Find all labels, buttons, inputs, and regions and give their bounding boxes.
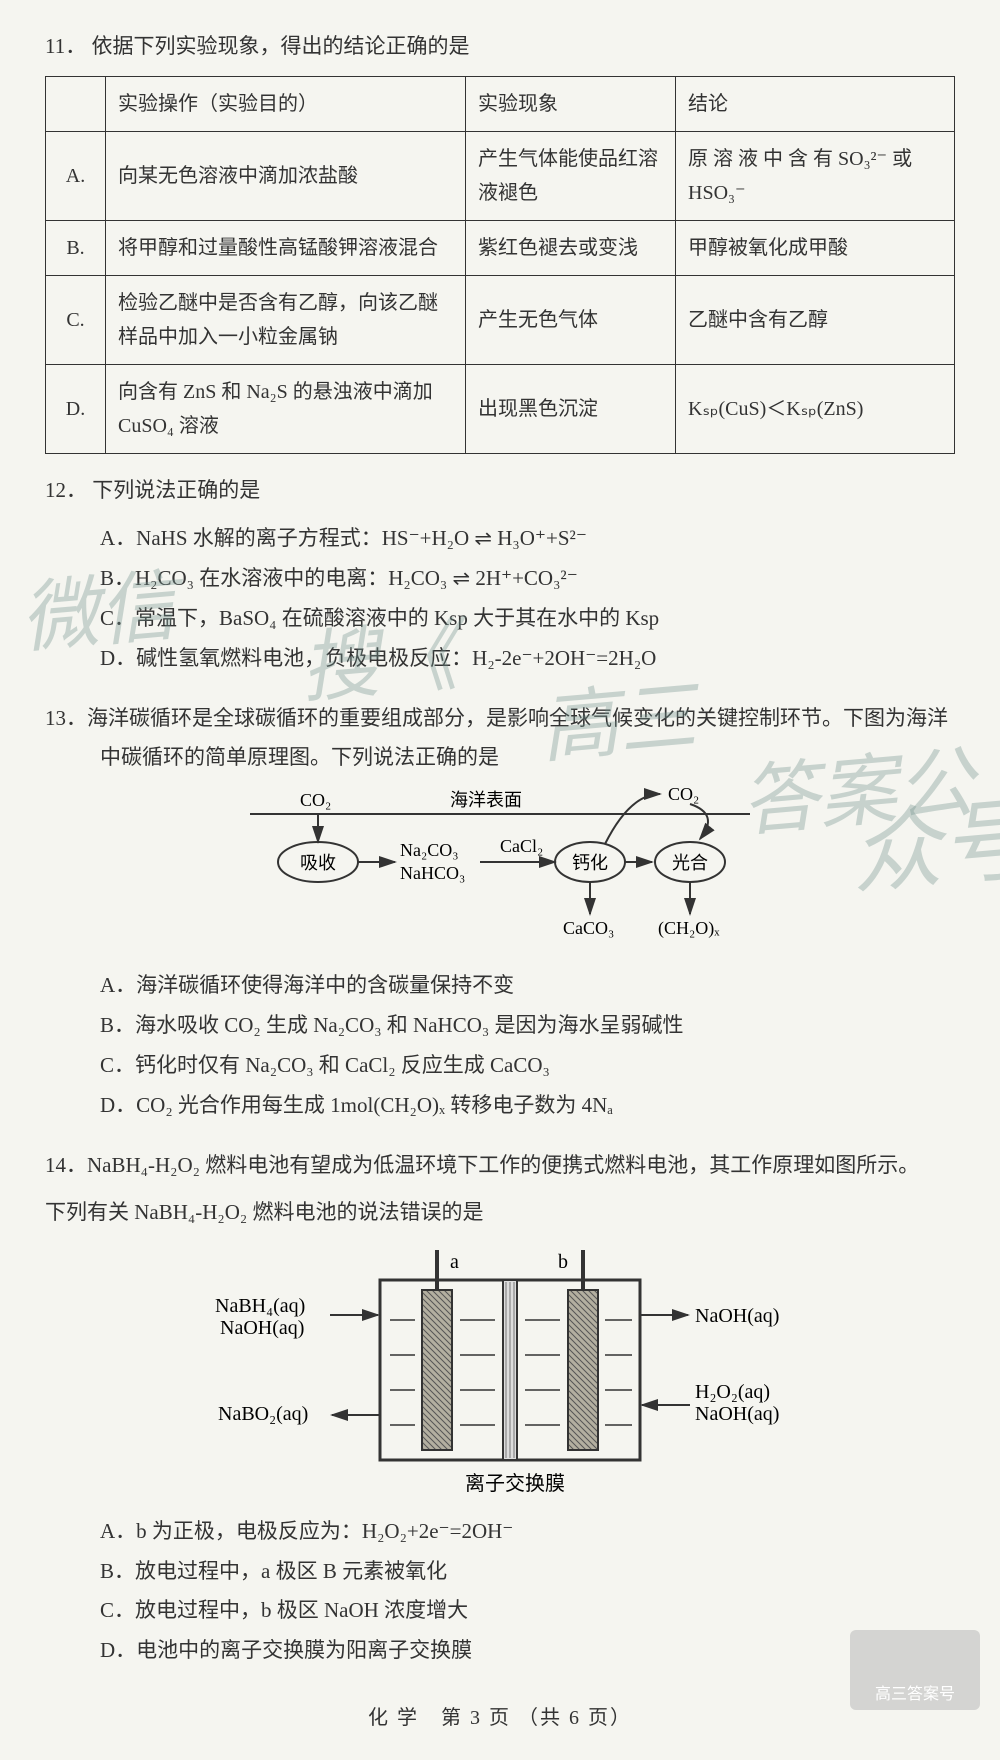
question-11-table: 实验操作（实验目的） 实验现象 结论 A. 向某无色溶液中滴加浓盐酸 产生气体能…	[45, 76, 955, 454]
right-mid2-label: NaOH(aq)	[695, 1403, 779, 1425]
question-14-options: A．b 为正极，电极反应为：H₂O₂+2e⁻=2OH⁻ B．放电过程中，a 极区…	[45, 1512, 955, 1672]
q14-diagram: a b NaBH₄(aq) NaOH(aq) NaBO₂(	[45, 1240, 955, 1500]
cacl2-label: CaCl₂	[500, 836, 543, 856]
page-footer: 化 学 第 3 页 （共 6 页）	[45, 1701, 955, 1730]
right-in-label: NaOH(aq)	[695, 1305, 779, 1327]
table-row: A. 向某无色溶液中滴加浓盐酸 产生气体能使品红溶液褪色 原 溶 液 中 含 有…	[46, 131, 955, 220]
table-header-concl: 结论	[676, 76, 955, 131]
row-phenom: 产生气体能使品红溶液褪色	[466, 131, 676, 220]
row-op: 将甲醇和过量酸性高锰酸钾溶液混合	[106, 220, 466, 275]
question-number: 13．	[45, 706, 87, 730]
row-phenom: 出现黑色沉淀	[466, 364, 676, 453]
table-row: C. 检验乙醚中是否含有乙醇，向该乙醚样品中加入一小粒金属钠 产生无色气体 乙醚…	[46, 275, 955, 364]
question-14: 14．NaBH₄-H₂O₂ 燃料电池有望成为低温环境下工作的便携式燃料电池，其工…	[45, 1146, 955, 1671]
surface-label: 海洋表面	[450, 790, 522, 810]
q13-diagram: 海洋表面 CO₂ 吸收 Na₂CO₃ NaHCO₃ CaCl₂ 钙化 CaCO₃…	[45, 784, 955, 954]
option-a: A．海洋碳循环使得海洋中的含碳量保持不变	[100, 966, 955, 1006]
photo-label: 光合	[672, 853, 708, 873]
question-number: 11．	[45, 34, 86, 58]
nahco3-label: NaHCO₃	[400, 863, 465, 883]
question-stem-text: 下列说法正确的是	[92, 478, 260, 502]
co2-out-label: CO₂	[668, 784, 699, 804]
question-stem-text: 海洋碳循环是全球碳循环的重要组成部分，是影响全球气候变化的关键控制环节。下图为海…	[87, 706, 948, 769]
membrane-label: 离子交换膜	[465, 1472, 565, 1495]
question-11-stem: 11． 依据下列实验现象，得出的结论正确的是	[45, 30, 955, 64]
electrode-a-label: a	[450, 1251, 459, 1273]
option-b: B．放电过程中，a 极区 B 元素被氧化	[100, 1552, 955, 1592]
left-in1-label: NaBH₄(aq)	[215, 1295, 305, 1317]
option-c: C．钙化时仅有 Na₂CO₃ 和 CaCl₂ 反应生成 CaCO₃	[100, 1046, 955, 1086]
question-14-stem2: 下列有关 NaBH₄-H₂O₂ 燃料电池的说法错误的是	[45, 1193, 955, 1232]
row-label: A.	[46, 131, 106, 220]
question-stem-text: 依据下列实验现象，得出的结论正确的是	[91, 34, 469, 58]
option-d: D．电池中的离子交换膜为阳离子交换膜	[100, 1631, 955, 1671]
row-label: C.	[46, 275, 106, 364]
left-in2-label: NaOH(aq)	[220, 1317, 304, 1339]
option-d: D．碱性氢氧燃料电池，负极电极反应：H₂-2e⁻+2OH⁻=2H₂O	[100, 639, 955, 679]
corner-badge: 高三答案号	[850, 1630, 980, 1710]
electrode-b-label: b	[558, 1251, 568, 1273]
row-concl: 原 溶 液 中 含 有 SO₃²⁻ 或 HSO₃⁻	[676, 131, 955, 220]
absorb-label: 吸收	[300, 853, 336, 873]
question-11: 11． 依据下列实验现象，得出的结论正确的是 实验操作（实验目的） 实验现象 结…	[45, 30, 955, 454]
option-a: A．NaHS 水解的离子方程式：HS⁻+H₂O ⇌ H₃O⁺+S²⁻	[100, 519, 955, 559]
table-row: D. 向含有 ZnS 和 Na₂S 的悬浊液中滴加 CuSO₄ 溶液 出现黑色沉…	[46, 364, 955, 453]
row-op: 向某无色溶液中滴加浓盐酸	[106, 131, 466, 220]
calcify-label: 钙化	[572, 853, 608, 873]
option-b: B．海水吸收 CO₂ 生成 Na₂CO₃ 和 NaHCO₃ 是因为海水呈弱碱性	[100, 1006, 955, 1046]
row-op: 向含有 ZnS 和 Na₂S 的悬浊液中滴加 CuSO₄ 溶液	[106, 364, 466, 453]
carbon-cycle-diagram-svg: 海洋表面 CO₂ 吸收 Na₂CO₃ NaHCO₃ CaCl₂ 钙化 CaCO₃…	[190, 784, 810, 954]
question-14-stem: 14．NaBH₄-H₂O₂ 燃料电池有望成为低温环境下工作的便携式燃料电池，其工…	[45, 1146, 955, 1185]
question-12-options: A．NaHS 水解的离子方程式：HS⁻+H₂O ⇌ H₃O⁺+S²⁻ B．H₂C…	[45, 519, 955, 679]
row-phenom: 紫红色褪去或变浅	[466, 220, 676, 275]
option-a: A．b 为正极，电极反应为：H₂O₂+2e⁻=2OH⁻	[100, 1512, 955, 1552]
co2-in-label: CO₂	[300, 790, 331, 810]
question-13-options: A．海洋碳循环使得海洋中的含碳量保持不变 B．海水吸收 CO₂ 生成 Na₂CO…	[45, 966, 955, 1126]
row-op: 检验乙醚中是否含有乙醇，向该乙醚样品中加入一小粒金属钠	[106, 275, 466, 364]
row-concl: Kₛₚ(CuS)＜Kₛₚ(ZnS)	[676, 364, 955, 453]
right-mid1-label: H₂O₂(aq)	[695, 1381, 770, 1403]
corner-badge-text: 高三答案号	[875, 1680, 955, 1704]
table-header-blank	[46, 76, 106, 131]
row-label: D.	[46, 364, 106, 453]
table-header-phenom: 实验现象	[466, 76, 676, 131]
question-number: 12．	[45, 478, 87, 502]
row-concl: 乙醚中含有乙醇	[676, 275, 955, 364]
question-12: 12． 下列说法正确的是 A．NaHS 水解的离子方程式：HS⁻+H₂O ⇌ H…	[45, 474, 955, 679]
question-13: 13．海洋碳循环是全球碳循环的重要组成部分，是影响全球气候变化的关键控制环节。下…	[45, 699, 955, 1126]
option-d: D．CO₂ 光合作用每生成 1mol(CH₂O)ₓ 转移电子数为 4Nₐ	[100, 1086, 955, 1126]
row-concl: 甲醇被氧化成甲酸	[676, 220, 955, 275]
row-phenom: 产生无色气体	[466, 275, 676, 364]
option-c: C．放电过程中，b 极区 NaOH 浓度增大	[100, 1591, 955, 1631]
question-13-stem: 13．海洋碳循环是全球碳循环的重要组成部分，是影响全球气候变化的关键控制环节。下…	[45, 699, 955, 777]
na2co3-label: Na₂CO₃	[400, 840, 459, 860]
option-c: C．常温下，BaSO₄ 在硫酸溶液中的 Ksp 大于其在水中的 Ksp	[100, 599, 955, 639]
caco3-label: CaCO₃	[563, 918, 614, 938]
fuel-cell-diagram-svg: a b NaBH₄(aq) NaOH(aq) NaBO₂(	[190, 1240, 810, 1500]
table-row: B. 将甲醇和过量酸性高锰酸钾溶液混合 紫红色褪去或变浅 甲醇被氧化成甲酸	[46, 220, 955, 275]
table-header-op: 实验操作（实验目的）	[106, 76, 466, 131]
question-12-stem: 12． 下列说法正确的是	[45, 474, 955, 508]
ch2ox-label: (CH₂O)ₓ	[658, 918, 720, 939]
question-number: 14．	[45, 1153, 87, 1177]
option-b: B．H₂CO₃ 在水溶液中的电离：H₂CO₃ ⇌ 2H⁺+CO₃²⁻	[100, 559, 955, 599]
table-header-row: 实验操作（实验目的） 实验现象 结论	[46, 76, 955, 131]
row-label: B.	[46, 220, 106, 275]
left-out-label: NaBO₂(aq)	[218, 1403, 308, 1425]
question-stem-line1: NaBH₄-H₂O₂ 燃料电池有望成为低温环境下工作的便携式燃料电池，其工作原理…	[87, 1153, 919, 1177]
